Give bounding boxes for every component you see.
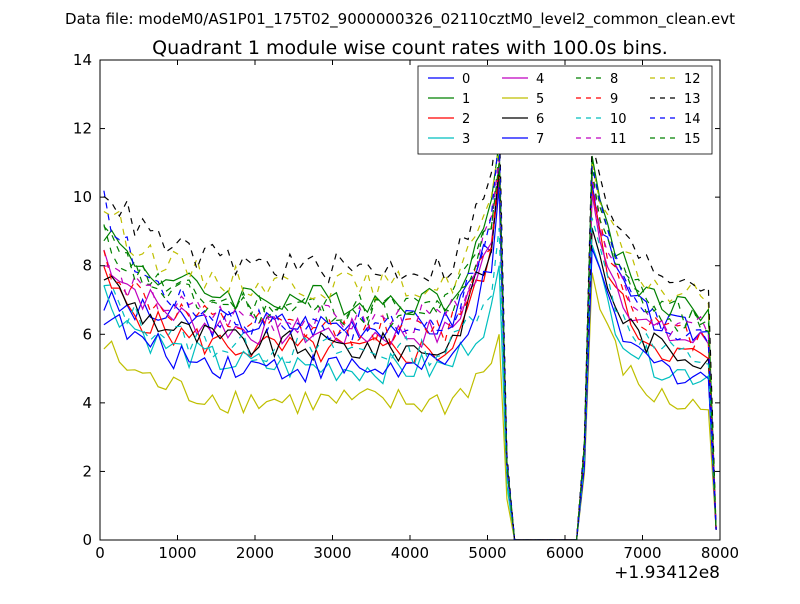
plot-area: 0 1000 2000 3000 4000 5000 6000 7000 80000246810… <box>73 51 739 562</box>
y-tick-label: 6 <box>82 325 92 343</box>
legend-label-0: 0 <box>462 72 470 87</box>
legend-label-1: 1 <box>462 92 470 107</box>
data-file-caption: Data file: modeM0/AS1P01_175T02_90000003… <box>65 10 735 29</box>
y-tick-label: 14 <box>73 51 92 69</box>
x-tick-label: 8000 <box>701 544 739 562</box>
series-line-5 <box>103 272 717 540</box>
series-line-8 <box>103 152 717 540</box>
chart-title: Quadrant 1 module wise count rates with … <box>152 37 668 59</box>
x-tick-label: 5000 <box>468 544 506 562</box>
series-line-9 <box>103 162 717 540</box>
legend-label-3: 3 <box>462 132 470 147</box>
legend-label-2: 2 <box>462 112 470 127</box>
x-tick-label: 6000 <box>546 544 584 562</box>
series-line-1 <box>103 142 717 540</box>
series-line-11 <box>103 159 717 540</box>
legend-label-6: 6 <box>536 112 544 127</box>
x-tick-label: 0 <box>95 544 105 562</box>
legend-label-12: 12 <box>684 72 701 87</box>
series-line-0 <box>103 166 717 540</box>
y-tick-label: 2 <box>82 462 92 480</box>
y-tick-label: 12 <box>73 120 92 138</box>
series-line-10 <box>103 217 717 540</box>
series-group <box>103 111 717 540</box>
x-tick-label: 4000 <box>391 544 429 562</box>
y-tick-label: 10 <box>73 188 92 206</box>
legend-label-8: 8 <box>610 72 618 87</box>
series-line-3 <box>103 244 717 540</box>
series-line-15 <box>103 162 717 540</box>
legend-label-11: 11 <box>610 132 627 147</box>
series-line-4 <box>103 176 717 540</box>
legend-label-10: 10 <box>610 112 627 127</box>
legend-label-9: 9 <box>610 92 618 107</box>
x-tick-label: 7000 <box>623 544 661 562</box>
series-line-13 <box>103 111 717 540</box>
y-tick-label: 4 <box>82 394 92 412</box>
series-line-2 <box>103 179 717 540</box>
y-tick-label: 0 <box>82 531 92 549</box>
legend-label-15: 15 <box>684 132 701 147</box>
series-line-12 <box>103 145 717 540</box>
x-axis-offset-label: +1.93412e8 <box>614 563 720 583</box>
series-line-6 <box>103 169 717 540</box>
legend-label-13: 13 <box>684 92 701 107</box>
y-tick-label: 8 <box>82 257 92 275</box>
x-tick-label: 2000 <box>236 544 274 562</box>
x-tick-label: 1000 <box>158 544 196 562</box>
legend-box <box>417 65 713 155</box>
legend-label-14: 14 <box>684 112 701 127</box>
series-line-7 <box>103 186 717 540</box>
x-tick-label: 3000 <box>313 544 351 562</box>
legend-label-5: 5 <box>536 92 544 107</box>
legend-label-4: 4 <box>536 72 544 87</box>
legend-label-7: 7 <box>536 132 544 147</box>
